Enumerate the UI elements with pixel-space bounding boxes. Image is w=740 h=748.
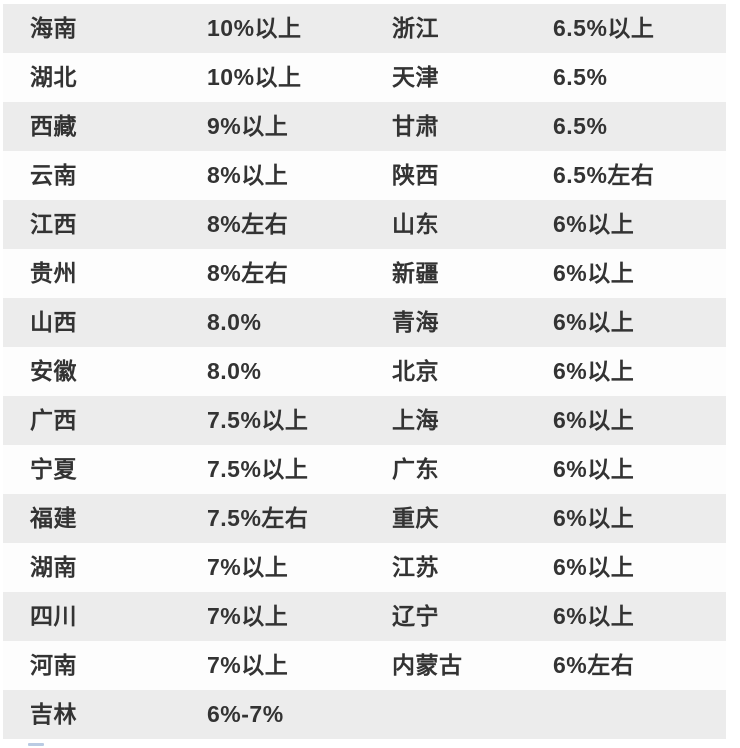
province-right-cell: 辽宁 — [392, 603, 439, 629]
table-row: 湖北 10%以上 天津 6.5% — [3, 53, 726, 102]
table-row: 湖南 7%以上 江苏 6%以上 — [3, 543, 726, 592]
target-left-cell: 6%-7% — [207, 701, 284, 727]
target-left-cell: 8%以上 — [207, 162, 289, 188]
target-left-cell: 7%以上 — [207, 652, 289, 678]
target-right-cell: 6%以上 — [553, 407, 635, 433]
table-row: 四川 7%以上 辽宁 6%以上 — [3, 592, 726, 641]
province-left-cell: 广西 — [30, 407, 77, 433]
target-left-cell: 8.0% — [207, 358, 262, 384]
table-row: 西藏 9%以上 甘肃 6.5% — [3, 102, 726, 151]
province-right-cell: 北京 — [392, 358, 439, 384]
target-right-cell: 6%以上 — [553, 358, 635, 384]
target-right-cell: 6.5%左右 — [553, 162, 655, 188]
target-right-cell: 6%以上 — [553, 456, 635, 482]
target-right-cell: 6%以上 — [553, 260, 635, 286]
province-right-cell: 浙江 — [392, 15, 439, 41]
province-left-cell: 福建 — [30, 505, 77, 531]
table-row: 山西 8.0% 青海 6%以上 — [3, 298, 726, 347]
province-right-cell: 内蒙古 — [392, 652, 463, 678]
province-left-cell: 湖北 — [30, 64, 77, 90]
target-left-cell: 8%左右 — [207, 260, 289, 286]
province-right-cell: 重庆 — [392, 505, 439, 531]
target-left-cell: 7.5%左右 — [207, 505, 309, 531]
target-right-cell: 6%以上 — [553, 505, 635, 531]
table-row: 云南 8%以上 陕西 6.5%左右 — [3, 151, 726, 200]
target-right-cell: 6.5%以上 — [553, 15, 655, 41]
province-left-cell: 云南 — [30, 162, 77, 188]
province-left-cell: 山西 — [30, 309, 77, 335]
target-right-cell: 6.5% — [553, 113, 608, 139]
target-left-cell: 10%以上 — [207, 64, 302, 90]
target-left-cell: 8%左右 — [207, 211, 289, 237]
province-left-cell: 贵州 — [30, 260, 77, 286]
target-right-cell: 6%以上 — [553, 554, 635, 580]
table-row: 江西 8%左右 山东 6%以上 — [3, 200, 726, 249]
province-left-cell: 宁夏 — [30, 456, 77, 482]
province-left-cell: 吉林 — [30, 701, 77, 727]
province-right-cell: 江苏 — [392, 554, 439, 580]
target-right-cell: 6%以上 — [553, 603, 635, 629]
province-left-cell: 湖南 — [30, 554, 77, 580]
table-row: 宁夏 7.5%以上 广东 6%以上 — [3, 445, 726, 494]
province-right-cell: 新疆 — [392, 260, 439, 286]
target-left-cell: 7%以上 — [207, 554, 289, 580]
target-left-cell: 7.5%以上 — [207, 407, 309, 433]
cutoff-blue-mark — [28, 743, 44, 746]
target-left-cell: 7.5%以上 — [207, 456, 309, 482]
province-left-cell: 河南 — [30, 652, 77, 678]
province-right-cell: 甘肃 — [392, 113, 439, 139]
province-right-cell: 陕西 — [392, 162, 439, 188]
province-left-cell: 四川 — [30, 603, 77, 629]
province-right-cell: 山东 — [392, 211, 439, 237]
target-right-cell: 6%左右 — [553, 652, 635, 678]
province-left-cell: 江西 — [30, 211, 77, 237]
table-row: 海南 10%以上 浙江 6.5%以上 — [3, 4, 726, 53]
province-right-cell: 上海 — [392, 407, 439, 433]
province-left-cell: 西藏 — [30, 113, 77, 139]
table-row: 福建 7.5%左右 重庆 6%以上 — [3, 494, 726, 543]
province-right-cell: 天津 — [392, 64, 439, 90]
table-row: 河南 7%以上 内蒙古 6%左右 — [3, 641, 726, 690]
target-right-cell: 6%以上 — [553, 211, 635, 237]
table-row: 广西 7.5%以上 上海 6%以上 — [3, 396, 726, 445]
province-right-cell: 广东 — [392, 456, 439, 482]
province-left-cell: 海南 — [30, 15, 77, 41]
table-row: 安徽 8.0% 北京 6%以上 — [3, 347, 726, 396]
province-left-cell: 安徽 — [30, 358, 77, 384]
table-body: 海南 10%以上 浙江 6.5%以上 湖北 10%以上 天津 6.5% 西藏 9… — [3, 4, 726, 739]
target-left-cell: 8.0% — [207, 309, 262, 335]
target-left-cell: 10%以上 — [207, 15, 302, 41]
target-right-cell: 6.5% — [553, 64, 608, 90]
table-row: 吉林 6%-7% — [3, 690, 726, 739]
province-right-cell: 青海 — [392, 309, 439, 335]
target-left-cell: 7%以上 — [207, 603, 289, 629]
target-left-cell: 9%以上 — [207, 113, 289, 139]
target-right-cell: 6%以上 — [553, 309, 635, 335]
table-row: 贵州 8%左右 新疆 6%以上 — [3, 249, 726, 298]
